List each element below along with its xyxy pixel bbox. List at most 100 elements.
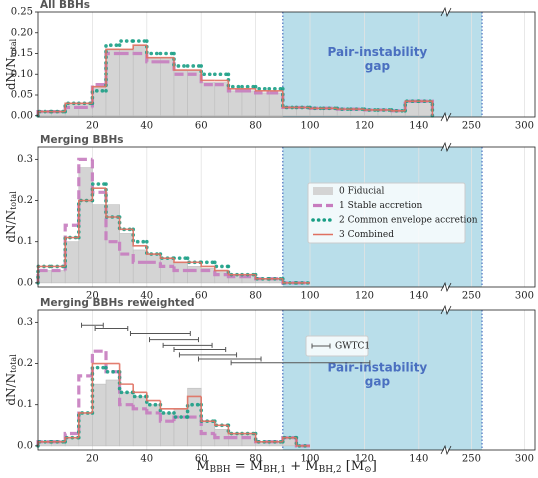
histogram-bar bbox=[132, 396, 148, 447]
histogram-step bbox=[172, 51, 190, 68]
legend-label: GWTC1 bbox=[335, 342, 370, 352]
histogram-bar bbox=[228, 433, 243, 447]
histogram-step bbox=[282, 90, 297, 109]
x-tick-label: 140 bbox=[409, 291, 428, 302]
histogram-step bbox=[78, 199, 93, 238]
histogram-step bbox=[105, 48, 120, 87]
histogram-bar bbox=[64, 241, 80, 284]
histogram-step bbox=[104, 351, 120, 374]
histogram-bar bbox=[160, 57, 175, 117]
histogram-bar bbox=[105, 379, 120, 447]
histogram-step bbox=[226, 264, 244, 277]
histogram-step bbox=[145, 394, 163, 407]
histogram-step bbox=[227, 425, 242, 435]
x-tick-label: 20 bbox=[86, 121, 99, 132]
y-label-part: total bbox=[9, 38, 18, 57]
x-label-part: = M bbox=[231, 459, 263, 474]
histogram-step bbox=[91, 187, 106, 201]
x-label-part: + M bbox=[286, 459, 318, 474]
histogram-step bbox=[117, 39, 135, 48]
axis-break-mark bbox=[440, 6, 452, 18]
x-tick-label: 100 bbox=[300, 291, 319, 302]
error-bar bbox=[197, 356, 262, 362]
histogram-bar bbox=[92, 204, 107, 284]
histogram-step bbox=[158, 262, 174, 269]
histogram-bar bbox=[119, 49, 134, 117]
histogram-bar bbox=[132, 249, 148, 284]
histogram-step bbox=[146, 392, 161, 402]
histogram-bar bbox=[119, 392, 134, 447]
x-tick-label: 120 bbox=[355, 121, 374, 132]
histogram-step bbox=[78, 412, 93, 438]
y-tick-label: 0.0 bbox=[17, 440, 33, 451]
histogram-bar bbox=[187, 266, 202, 284]
histogram-bar bbox=[241, 433, 256, 447]
y-tick-label: 0.3 bbox=[17, 154, 33, 165]
histogram-step bbox=[172, 411, 190, 419]
histogram-bar bbox=[418, 100, 433, 117]
histogram-step bbox=[131, 404, 147, 411]
histogram-step bbox=[254, 274, 270, 280]
x-tick-label: 20 bbox=[86, 291, 99, 302]
y-tick-label: 0.10 bbox=[11, 69, 33, 80]
histogram-step bbox=[64, 102, 79, 112]
y-tick-label: 0.2 bbox=[17, 195, 33, 206]
y-label-part: dN/N bbox=[4, 210, 18, 243]
axis-break-mark bbox=[440, 281, 452, 293]
y-axis-label: dN/Ntotal bbox=[4, 191, 19, 243]
histogram-step bbox=[282, 436, 297, 442]
histogram-step bbox=[146, 45, 161, 59]
x-tick-label: 140 bbox=[409, 121, 428, 132]
error-bar bbox=[81, 322, 104, 328]
x-tick-label: 60 bbox=[195, 291, 208, 302]
pair-instability-region bbox=[282, 310, 483, 450]
histogram-bar bbox=[187, 69, 202, 117]
x-tick-label: 40 bbox=[140, 454, 153, 465]
y-tick-label: 0.05 bbox=[11, 90, 33, 101]
histogram-step bbox=[118, 217, 134, 231]
region-label: gap bbox=[365, 59, 391, 73]
x-tick-label: 80 bbox=[249, 291, 262, 302]
plot-frame bbox=[37, 146, 536, 288]
axis-break-mark bbox=[440, 141, 452, 153]
histogram-step bbox=[131, 390, 149, 399]
x-tick-label: 140 bbox=[409, 454, 428, 465]
histogram-bar bbox=[200, 82, 216, 117]
legend-label: 2 Common envelope accretion bbox=[339, 216, 478, 226]
y-tick-label: 0.25 bbox=[11, 7, 33, 18]
histogram-step bbox=[254, 88, 270, 92]
error-bar bbox=[162, 342, 213, 348]
x-tick-label: 120 bbox=[355, 291, 374, 302]
panel-title: Merging BBHs reweighted bbox=[40, 297, 195, 309]
histogram-step bbox=[418, 100, 434, 116]
x-tick-label: 250 bbox=[462, 121, 481, 132]
axis-break-mark bbox=[440, 111, 452, 123]
histogram-step bbox=[186, 395, 202, 409]
x-tick-label: 120 bbox=[355, 454, 374, 465]
histogram-step bbox=[159, 254, 174, 259]
histogram-bar bbox=[160, 257, 175, 284]
histogram-step bbox=[363, 109, 378, 111]
x-label-part: M bbox=[196, 459, 209, 474]
histogram-step bbox=[173, 57, 188, 71]
histogram-bar bbox=[119, 233, 134, 284]
histogram-step bbox=[199, 64, 217, 77]
histogram-step bbox=[336, 108, 351, 110]
histogram-step bbox=[227, 80, 242, 90]
region-label: gap bbox=[365, 375, 391, 389]
x-tick-label: 60 bbox=[195, 121, 208, 132]
histogram-step bbox=[226, 72, 244, 89]
legend-handle bbox=[313, 187, 333, 195]
x-label-part: BH,1 bbox=[263, 465, 286, 475]
y-tick-label: 0.0 bbox=[17, 277, 33, 288]
histogram-step bbox=[214, 421, 229, 427]
legend-label: 0 Fiducial bbox=[339, 187, 385, 197]
y-tick-label: 0.20 bbox=[11, 27, 33, 38]
histogram-bar bbox=[64, 103, 80, 117]
histogram-step bbox=[172, 266, 188, 273]
histogram-bar bbox=[255, 92, 270, 117]
histogram-step bbox=[90, 159, 106, 194]
y-tick-label: 0.2 bbox=[17, 358, 33, 369]
histogram-bar bbox=[173, 261, 188, 284]
plot-frame bbox=[37, 309, 536, 451]
